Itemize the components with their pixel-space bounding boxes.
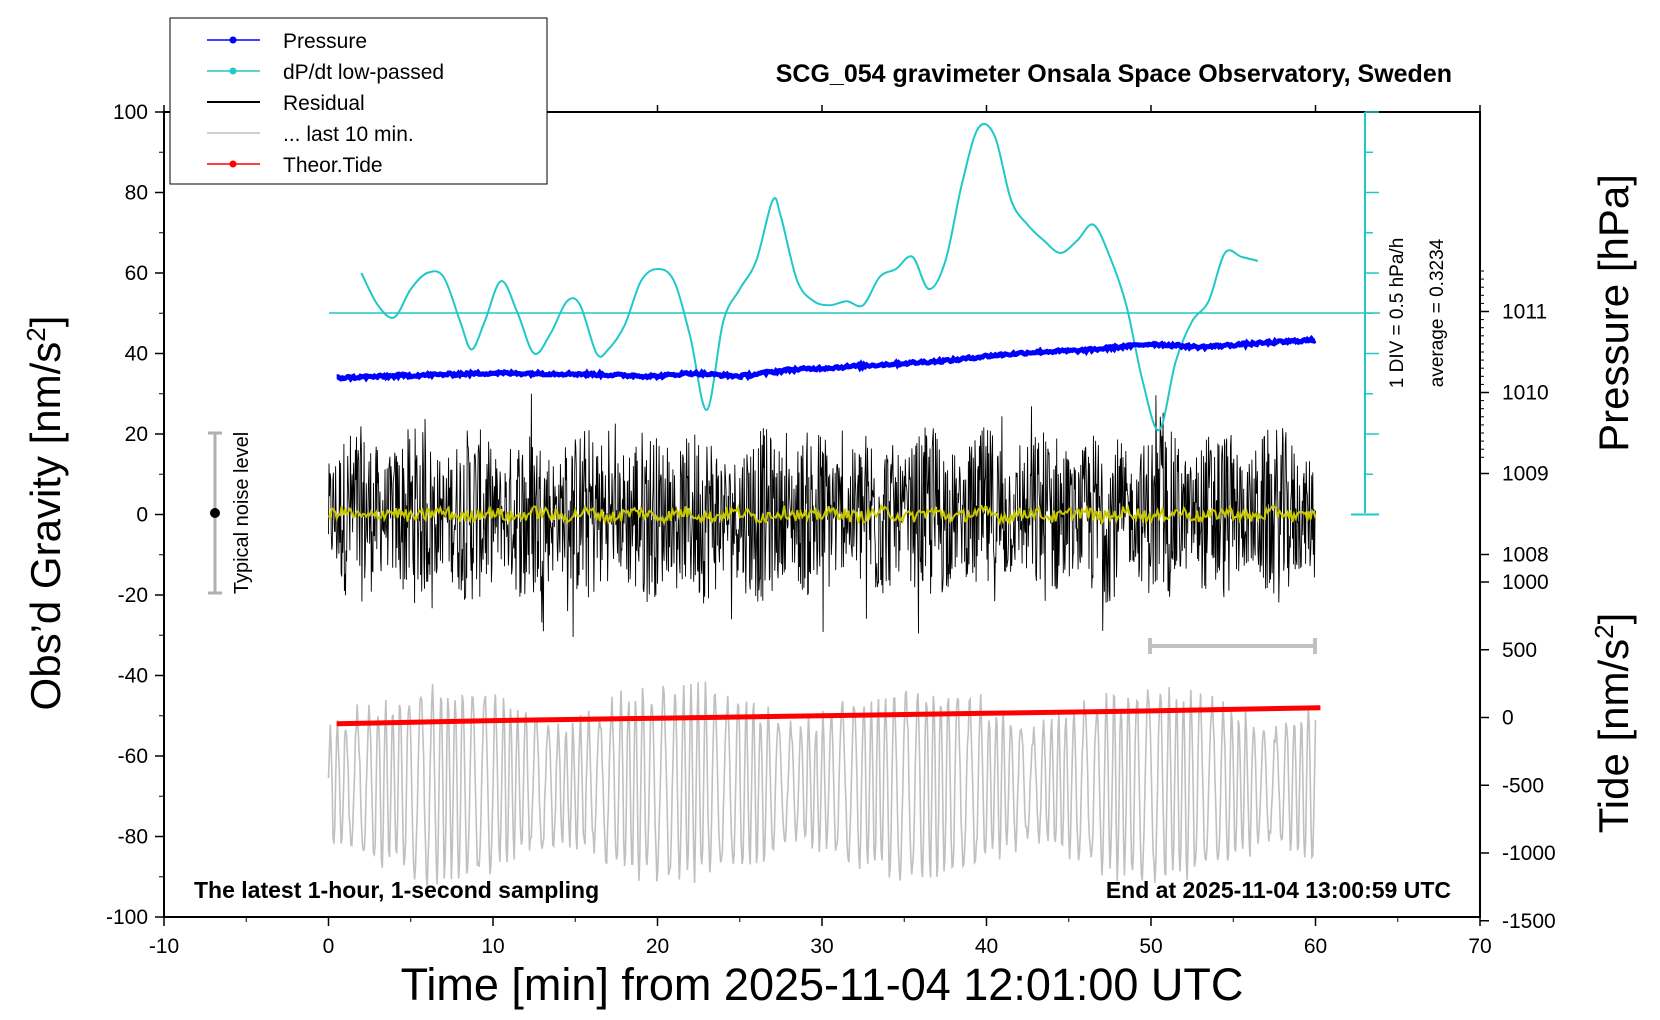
- y-tick-label-7: 40: [125, 343, 148, 366]
- pressure-tick-label-1: 1009: [1502, 463, 1549, 486]
- series-dpdt: [360, 122, 1259, 432]
- y-tick-label-0: -100: [106, 906, 148, 929]
- dpdt-average-label: average = 0.3234: [1427, 238, 1448, 387]
- annotation-bottom-right: End at 2025-11-04 13:00:59 UTC: [1106, 877, 1451, 903]
- y-tick-label-4: -20: [118, 584, 148, 607]
- y-tick-label-2: -60: [118, 745, 148, 768]
- y-axis-title-left-main: Obs’d Gravity [nm/s: [22, 342, 69, 711]
- series-pressure: [336, 334, 1317, 383]
- series-last-10-min: [327, 681, 1317, 886]
- series-residual-smoothed: [327, 502, 1317, 527]
- x-axis-title: Time [min] from 2025-11-04 12:01:00 UTC: [401, 959, 1244, 1010]
- dpdt-scale-label: 1 DIV = 0.5 hPa/h: [1387, 238, 1408, 389]
- tide-tick-label-1: -1000: [1502, 842, 1556, 865]
- y-axis-title-left: Obs’d Gravity [nm/s2]: [21, 316, 69, 711]
- tide-tick-label-3: 0: [1502, 707, 1514, 730]
- x-tick-label-6: 50: [1139, 935, 1162, 958]
- legend-marker-4: [229, 160, 237, 168]
- axis-ticks: -10 0 10 20 30 40 50 60 70-100-80-60-40-20020406…: [106, 101, 1556, 958]
- x-tick-label-1: 0: [323, 935, 335, 958]
- pressure-tick-label-0: 1008: [1502, 544, 1549, 567]
- tide-tick-label-5: 1000: [1502, 571, 1549, 594]
- y-axis-title-left-end: ]: [22, 316, 69, 328]
- y-tick-label-8: 60: [125, 262, 148, 285]
- legend-marker-1: [229, 67, 237, 75]
- legend-label-0: Pressure: [283, 30, 367, 53]
- y-axis-title-tide-sup: 2: [1589, 624, 1619, 638]
- y-axis-title-pressure: Pressure [hPa]: [1590, 174, 1637, 452]
- y-tick-label-3: -40: [118, 665, 148, 688]
- x-tick-label-5: 40: [975, 935, 998, 958]
- annotation-bottom-left: The latest 1-hour, 1-second sampling: [194, 877, 599, 903]
- last-10-min-bracket: [1148, 638, 1317, 654]
- x-tick-label-0: -10: [149, 935, 179, 958]
- pressure-tick-label-2: 1010: [1502, 382, 1549, 405]
- x-tick-label-3: 20: [646, 935, 669, 958]
- x-tick-label-4: 30: [810, 935, 833, 958]
- y-tick-label-1: -80: [118, 826, 148, 849]
- noise-dot: [210, 508, 220, 518]
- chart-title: SCG_054 gravimeter Onsala Space Observat…: [776, 60, 1452, 88]
- x-tick-label-2: 10: [481, 935, 504, 958]
- y-tick-label-9: 80: [125, 182, 148, 205]
- tide-tick-label-4: 500: [1502, 639, 1537, 662]
- legend-label-1: dP/dt low-passed: [283, 61, 444, 84]
- noise-label: Typical noise level: [231, 432, 253, 594]
- legend-items: Pressure dP/dt low-passed Residual ... last…: [207, 30, 444, 177]
- noise-indicator: Typical noise level: [208, 431, 253, 595]
- tide-tick-label-2: -500: [1502, 774, 1544, 797]
- y-axis-title-tide: Tide [nm/s2]: [1589, 613, 1637, 834]
- y-axis-title-tide-main: Tide [nm/s: [1590, 639, 1637, 834]
- legend-label-2: Residual: [283, 92, 365, 115]
- legend-label-3: ... last 10 min.: [283, 123, 414, 146]
- legend-label-4: Theor.Tide: [283, 154, 383, 177]
- y-tick-label-10: 100: [113, 101, 148, 124]
- x-tick-label-7: 60: [1304, 935, 1327, 958]
- y-tick-label-5: 0: [136, 504, 148, 527]
- series-residual: [328, 393, 1316, 638]
- y-axis-title-left-sup: 2: [21, 327, 51, 341]
- dpdt-scale: 1 DIV = 0.5 hPa/h average = 0.3234: [329, 111, 1448, 516]
- y-tick-label-6: 20: [125, 423, 148, 446]
- y-axis-title-tide-end: ]: [1590, 613, 1637, 625]
- series-theor-tide: [336, 705, 1321, 727]
- legend-marker-0: [229, 36, 237, 44]
- pressure-tick-label-3: 1011: [1502, 301, 1547, 324]
- tide-tick-label-0: -1500: [1502, 910, 1556, 933]
- x-tick-label-8: 70: [1468, 935, 1491, 958]
- series-layer: [327, 122, 1321, 886]
- legend: Pressure dP/dt low-passed Residual ... last…: [169, 17, 548, 185]
